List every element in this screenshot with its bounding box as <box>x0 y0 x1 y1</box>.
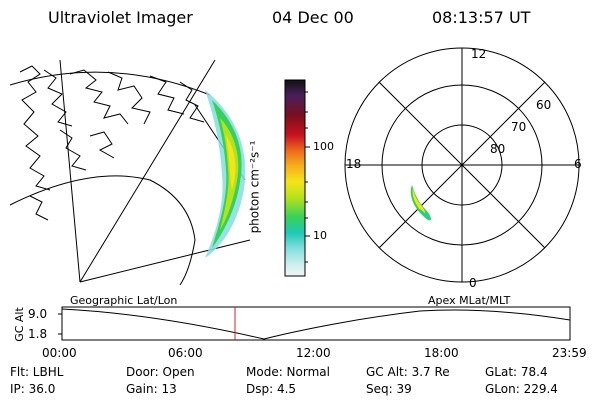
orbit-xtick-0000: 00:00 <box>42 346 77 360</box>
colorbar <box>284 79 306 277</box>
orbit-ylabel: GC Alt <box>12 307 26 342</box>
status-ip: IP: 36.0 <box>10 382 56 396</box>
map-latitude-arc <box>9 175 196 286</box>
date-label: 04 Dec 00 <box>272 8 354 27</box>
status-door: Door: Open <box>126 365 195 379</box>
status-gc-alt: GC Alt: 3.7 Re <box>366 365 450 379</box>
colorbar-tick-100: 100 <box>313 140 334 153</box>
panel-label-apex: Apex MLat/MLT <box>428 294 511 307</box>
colorbar-tick-10: 10 <box>313 229 327 242</box>
orbit-ytick-1-8: 1.8 <box>28 327 48 341</box>
mlat-label-70: 70 <box>511 120 527 134</box>
panel-label-geographic: Geographic Lat/Lon <box>70 294 178 307</box>
map-outer-arc <box>9 71 211 96</box>
status-mode: Mode: Normal <box>246 365 330 379</box>
mlt-label-12: 12 <box>471 47 487 61</box>
mlat-label-80: 80 <box>490 142 506 156</box>
mlt-label-6: 6 <box>574 157 582 171</box>
orbit-ytick-9: 9.0 <box>28 307 48 321</box>
map-boundary-line <box>79 239 251 283</box>
orbit-xtick-2359: 23:59 <box>552 346 587 360</box>
coastline-lines <box>19 65 205 221</box>
mlat-label-60: 60 <box>536 98 552 112</box>
map-meridian-2 <box>79 59 216 283</box>
mlt-label-18: 18 <box>346 157 362 171</box>
instrument-title: Ultraviolet Imager <box>48 8 193 27</box>
orbit-altitude-curve <box>61 308 571 340</box>
orbit-xtick-1200: 12:00 <box>296 346 331 360</box>
status-filter: Flt: LBHL <box>10 365 64 379</box>
status-glat: GLat: 78.4 <box>485 365 548 379</box>
orbit-xtick-0600: 06:00 <box>168 346 203 360</box>
polar-diag-2 <box>378 81 546 249</box>
orbit-plot-frame <box>61 306 571 341</box>
orbit-xtick-1800: 18:00 <box>424 346 459 360</box>
time-label: 08:13:57 UT <box>432 8 531 27</box>
status-dsp: Dsp: 4.5 <box>246 382 297 396</box>
mlt-label-0: 0 <box>469 276 477 290</box>
aurora-emission-polar <box>410 185 432 221</box>
status-gain: Gain: 13 <box>126 382 177 396</box>
map-meridian-1 <box>59 59 81 283</box>
aurora-emission-geographic <box>205 90 246 258</box>
status-seq: Seq: 39 <box>366 382 412 396</box>
status-glon: GLon: 229.4 <box>485 382 558 396</box>
